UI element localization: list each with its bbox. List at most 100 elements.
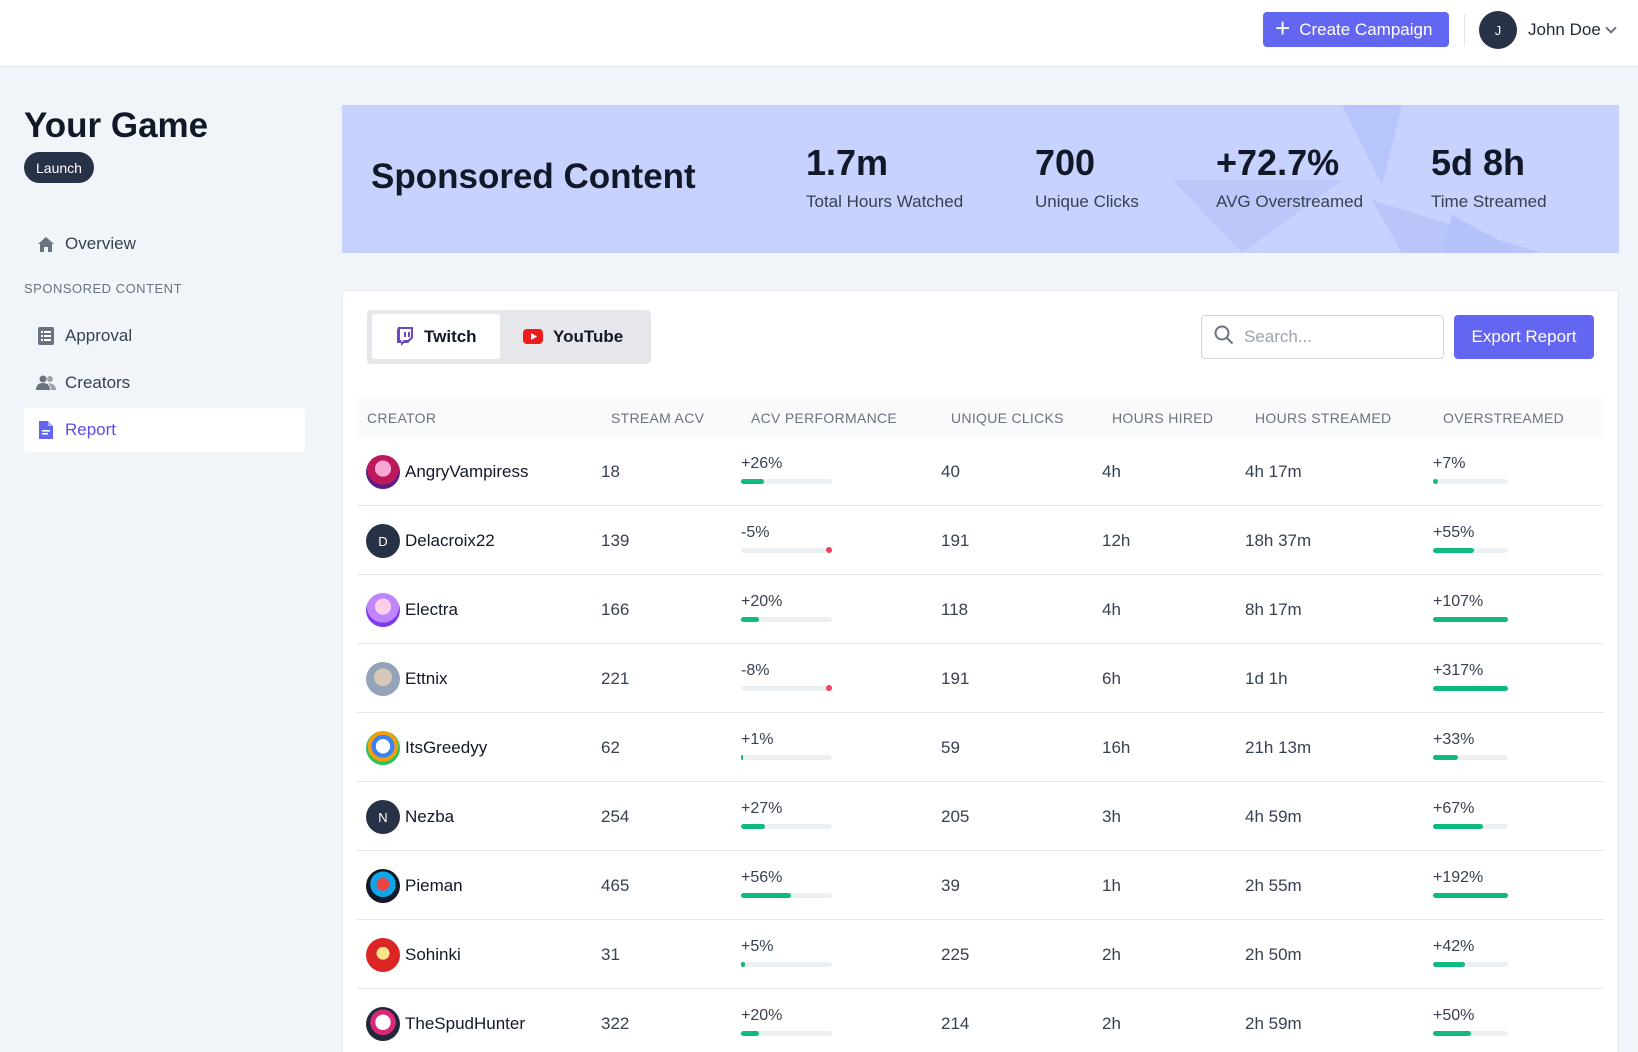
creator-name: ItsGreedyy: [405, 738, 488, 757]
creator-avatar: [366, 455, 400, 489]
search-input[interactable]: [1244, 327, 1424, 347]
create-campaign-button[interactable]: + Create Campaign: [1263, 12, 1449, 47]
stream-acv: 322: [601, 1014, 630, 1033]
stream-acv: 254: [601, 807, 630, 826]
column-header[interactable]: ACV PERFORMANCE: [751, 410, 898, 426]
bar-fill: [741, 962, 746, 967]
creator-name: TheSpudHunter: [405, 1014, 526, 1033]
creator-name: Ettnix: [405, 669, 448, 688]
sponsored-content-banner: Sponsored Content 1.7m Total Hours Watch…: [342, 105, 1619, 253]
stream-acv: 62: [601, 738, 620, 757]
acv-performance-bar: [741, 547, 832, 553]
column-header[interactable]: UNIQUE CLICKS: [951, 410, 1064, 426]
creator-name: Nezba: [405, 807, 455, 826]
column-header[interactable]: HOURS STREAMED: [1255, 410, 1392, 426]
banner-decoration: [1172, 105, 1542, 253]
overstreamed-label: +317%: [1433, 662, 1484, 679]
overstreamed: +42%: [1433, 938, 1508, 967]
table-row[interactable]: Electra 166 118 4h 8h 17m +20% +107%: [357, 575, 1604, 644]
stat-avg-overstreamed: +72.7% AVG Overstreamed: [1216, 145, 1363, 212]
plus-icon: +: [1275, 13, 1291, 43]
bar-fill: [741, 617, 759, 622]
overstreamed: +67%: [1433, 800, 1508, 829]
hours-hired: 2h: [1102, 945, 1121, 964]
negative-indicator: [826, 547, 832, 553]
topbar-divider: [1464, 14, 1465, 46]
bar-fill: [1433, 893, 1508, 898]
creator-avatar: [366, 731, 400, 765]
hours-streamed: 1d 1h: [1245, 669, 1288, 688]
acv-performance: +56%: [741, 869, 832, 898]
column-header[interactable]: STREAM ACV: [611, 410, 705, 426]
overstreamed-bar: [1433, 1031, 1508, 1036]
stream-acv: 139: [601, 531, 630, 550]
table-row[interactable]: N Nezba 254 205 3h 4h 59m +27% +67%: [357, 782, 1604, 851]
column-header[interactable]: CREATOR: [367, 410, 437, 426]
overstreamed-bar: [1433, 479, 1508, 484]
acv-performance-bar: [741, 824, 832, 829]
unique-clicks: 225: [941, 945, 970, 964]
table-row[interactable]: Sohinki 31 225 2h 2h 50m +5% +42%: [357, 920, 1604, 989]
tab-label: YouTube: [553, 326, 624, 346]
acv-performance-label: +20%: [741, 1007, 783, 1024]
overstreamed: +55%: [1433, 524, 1508, 553]
acv-performance: -5%: [741, 524, 832, 553]
overstreamed-bar: [1433, 617, 1508, 622]
sidebar-item-creators[interactable]: Creators: [24, 361, 305, 405]
overstreamed-bar: [1433, 893, 1508, 898]
sidebar-item-approval[interactable]: Approval: [24, 314, 305, 358]
user-avatar: J: [1479, 11, 1517, 49]
creator-name: Pieman: [405, 876, 463, 895]
create-campaign-label: Create Campaign: [1299, 19, 1433, 39]
stat-value: 1.7m: [806, 142, 889, 183]
overstreamed: +317%: [1433, 662, 1508, 691]
sidebar-item-label: Creators: [65, 373, 131, 392]
sidebar-item-report[interactable]: Report: [24, 408, 305, 452]
column-header[interactable]: HOURS HIRED: [1112, 410, 1214, 426]
creator-table-body: AngryVampiress 18 40 4h 4h 17m +26% +7% D Delacr…: [357, 437, 1604, 1052]
acv-performance-label: +26%: [741, 455, 783, 472]
table-header: CREATOR STREAM ACV ACV PERFORMANCE UNIQU…: [357, 397, 1604, 437]
table-row[interactable]: Pieman 465 39 1h 2h 55m +56% +192%: [357, 851, 1604, 920]
bar-fill: [1433, 824, 1484, 829]
acv-performance: +20%: [741, 593, 832, 622]
acv-performance-bar: [741, 617, 832, 622]
unique-clicks: 205: [941, 807, 970, 826]
bar-fill: [741, 1031, 759, 1036]
overstreamed-label: +67%: [1433, 800, 1475, 817]
acv-performance: -8%: [741, 662, 832, 691]
table-row[interactable]: AngryVampiress 18 40 4h 4h 17m +26% +7%: [357, 437, 1604, 506]
sidebar-item-overview[interactable]: Overview: [24, 222, 305, 266]
unique-clicks: 214: [941, 1014, 970, 1033]
tab-twitch[interactable]: Twitch: [372, 314, 500, 359]
acv-performance-bar: [741, 962, 832, 967]
hours-hired: 4h: [1102, 462, 1121, 481]
hours-streamed: 2h 59m: [1245, 1014, 1302, 1033]
tab-youtube[interactable]: YouTube: [507, 314, 647, 359]
launch-badge: Launch: [24, 152, 94, 183]
unique-clicks: 191: [941, 531, 970, 550]
creator-avatar: [366, 593, 400, 627]
twitch-icon: [396, 327, 414, 346]
bar-fill: [1433, 548, 1475, 553]
table-row[interactable]: TheSpudHunter 322 214 2h 2h 59m +20% +50%: [357, 989, 1604, 1052]
table-row[interactable]: D Delacroix22 139 191 12h 18h 37m -5% +55%: [357, 506, 1604, 575]
creator-avatar: [366, 938, 400, 972]
user-name: John Doe: [1528, 20, 1601, 39]
report-card: Twitch YouTube Export Report CREATOR STR…: [342, 290, 1619, 1052]
overstreamed-label: +33%: [1433, 731, 1475, 748]
bar-fill: [1433, 755, 1458, 760]
user-menu[interactable]: J John Doe: [1479, 11, 1617, 49]
sidebar-item-label: Approval: [65, 326, 133, 345]
bar-fill: [741, 893, 792, 898]
creator-name: Electra: [405, 600, 458, 619]
hours-hired: 3h: [1102, 807, 1121, 826]
bar-fill: [741, 479, 765, 484]
column-header[interactable]: OVERSTREAMED: [1443, 410, 1565, 426]
export-report-button[interactable]: Export Report: [1454, 315, 1594, 359]
sidebar-section-label: SPONSORED CONTENT: [24, 281, 183, 296]
acv-performance-label: -5%: [741, 524, 770, 541]
acv-performance-bar: [741, 755, 832, 760]
table-row[interactable]: Ettnix 221 191 6h 1d 1h -8% +317%: [357, 644, 1604, 713]
table-row[interactable]: ItsGreedyy 62 59 16h 21h 13m +1% +33%: [357, 713, 1604, 782]
